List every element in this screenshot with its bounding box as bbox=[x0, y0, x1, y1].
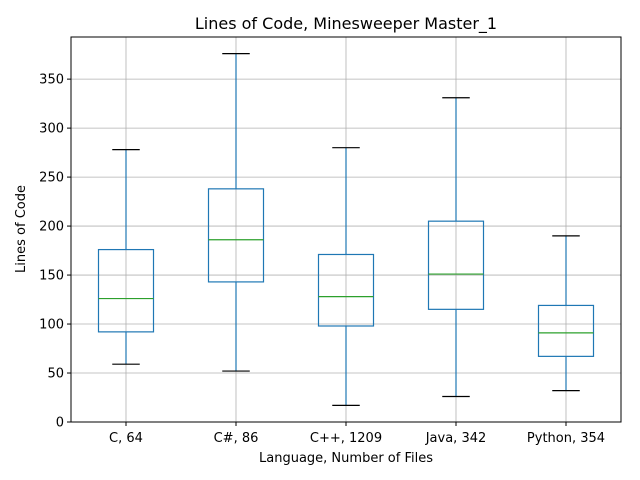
y-tick-label: 50 bbox=[47, 367, 64, 382]
x-tick-label: Java, 342 bbox=[425, 431, 487, 446]
y-tick-label: 200 bbox=[39, 220, 64, 235]
y-axis-label: Lines of Code bbox=[14, 185, 29, 273]
x-tick-label: C++, 1209 bbox=[310, 431, 382, 446]
iqr-box bbox=[537, 304, 595, 357]
iqr-box bbox=[317, 253, 375, 327]
x-tick-label: C#, 86 bbox=[214, 431, 259, 446]
x-tick-label: C, 64 bbox=[109, 431, 143, 446]
box-group bbox=[97, 149, 155, 365]
x-tick-label: Python, 354 bbox=[527, 431, 605, 446]
box-group bbox=[427, 97, 485, 398]
x-axis-label: Language, Number of Files bbox=[259, 451, 433, 466]
box-group bbox=[537, 235, 595, 392]
chart-title: Lines of Code, Minesweeper Master_1 bbox=[195, 14, 497, 34]
y-tick-label: 150 bbox=[39, 269, 64, 284]
boxes bbox=[97, 53, 595, 406]
iqr-box bbox=[207, 188, 265, 283]
box-group bbox=[317, 147, 375, 406]
iqr-box bbox=[97, 248, 155, 333]
y-tick-label: 250 bbox=[39, 171, 64, 186]
y-tick-label: 350 bbox=[39, 73, 64, 88]
y-tick-label: 300 bbox=[39, 122, 64, 137]
y-tick-label: 100 bbox=[39, 318, 64, 333]
box-group bbox=[207, 53, 265, 372]
iqr-box bbox=[427, 220, 485, 310]
axis-ticks: 0 50 100 150 200 250 300 350 C, 64 C#, 86 C++, 120… bbox=[39, 73, 605, 446]
y-tick-label: 0 bbox=[56, 416, 64, 431]
